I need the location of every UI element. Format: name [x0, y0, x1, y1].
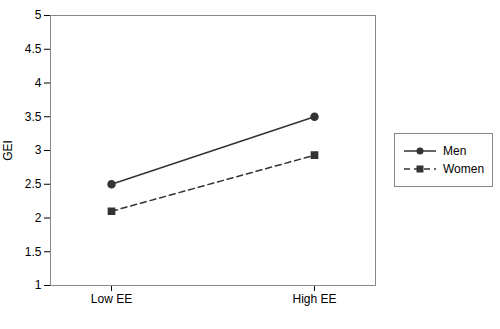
svg-text:2: 2 [35, 211, 42, 225]
html-text:Men: Men [443, 144, 467, 158]
svg-text:4: 4 [35, 76, 42, 90]
svg-text:1.5: 1.5 [25, 245, 42, 259]
svg-text:4.5: 4.5 [25, 42, 42, 56]
svg-text:2.5: 2.5 [25, 177, 42, 191]
svg-text:3: 3 [35, 143, 42, 157]
svg-text:5: 5 [35, 8, 42, 22]
svg-text:GEI: GEI [1, 140, 15, 161]
svg-text:Low EE: Low EE [91, 292, 132, 306]
svg-text:1: 1 [35, 278, 42, 292]
svg-text:High EE: High EE [292, 292, 336, 306]
html-text:Women: Women [443, 162, 485, 176]
svg-text:3.5: 3.5 [25, 110, 42, 124]
